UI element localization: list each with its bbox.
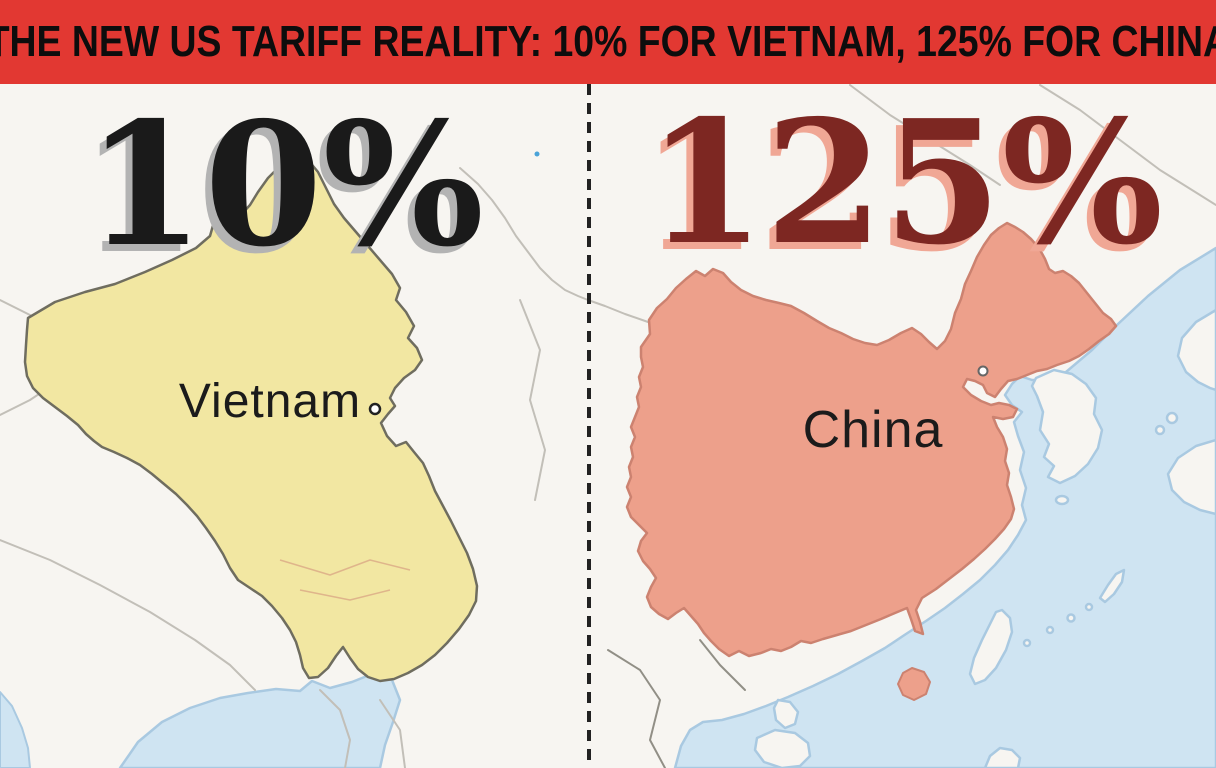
border-top-right-a xyxy=(849,84,1001,186)
map-svg: Vietnam China xyxy=(0,84,1216,768)
tariff-value-china: 125% xyxy=(646,83,1164,283)
ryukyu-islet-b xyxy=(1045,625,1055,635)
korea-peninsula xyxy=(1030,368,1104,485)
japan-kyushu xyxy=(1166,438,1216,516)
border-myanmar-a xyxy=(319,689,351,768)
lake-dot xyxy=(534,151,540,157)
japan-honshu xyxy=(1176,308,1216,392)
headline-text: THE NEW US TARIFF REALITY: 10% FOR VIETN… xyxy=(0,17,1216,66)
vietnam-shape xyxy=(23,157,479,683)
border-myanmar-b xyxy=(379,699,406,768)
luzon-tip xyxy=(983,746,1022,768)
beijing-city-marker xyxy=(977,365,989,377)
border-top-right-b xyxy=(1039,84,1216,206)
border-russia-mongolia xyxy=(459,167,669,331)
sea-bay-of-bengal xyxy=(118,672,402,768)
hanoi-city-marker xyxy=(368,402,382,416)
leizhou-peninsula xyxy=(772,698,800,730)
jeju-island xyxy=(1054,494,1070,506)
border-indochina-b xyxy=(699,639,746,691)
vietnam-label: Vietnam xyxy=(179,375,361,428)
taiwan-island xyxy=(968,608,1014,686)
china-hainan-shape xyxy=(897,667,931,701)
border-through-vietnam-a xyxy=(279,559,411,576)
sea-left-wedge xyxy=(0,691,31,768)
ryukyu-islet-d xyxy=(1084,602,1094,612)
map-area: Vietnam China 10% 125% xyxy=(0,84,1216,768)
ryukyu-islet-c xyxy=(1066,613,1076,623)
ryukyu-island-large xyxy=(1098,568,1126,604)
border-india xyxy=(0,539,256,691)
hainan-island xyxy=(753,728,812,768)
china-shape xyxy=(625,221,1118,658)
ryukyu-islet-a xyxy=(1022,638,1032,648)
headline-banner: THE NEW US TARIFF REALITY: 10% FOR VIETN… xyxy=(0,0,1216,84)
border-nepal-region xyxy=(519,299,546,501)
china-label: China xyxy=(803,401,944,459)
japan-islet-a xyxy=(1165,411,1179,425)
border-indochina-a xyxy=(607,649,666,768)
japan-islet-b xyxy=(1154,424,1166,436)
border-through-vietnam-b xyxy=(299,589,391,601)
tariff-value-vietnam: 10% xyxy=(85,85,485,285)
